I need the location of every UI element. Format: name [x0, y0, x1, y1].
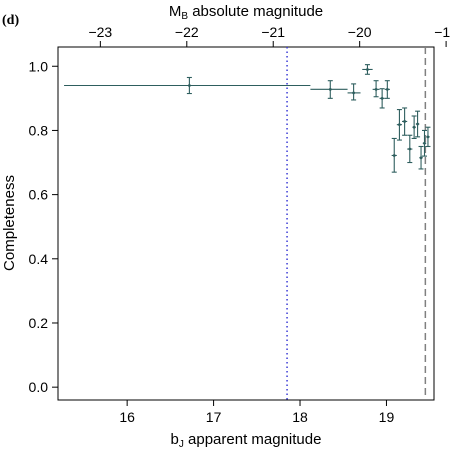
point-marker: [398, 123, 401, 127]
top-tick-label: −21: [261, 24, 285, 40]
data-point: [415, 110, 421, 138]
point-marker: [412, 125, 416, 129]
point-marker: [385, 87, 389, 91]
data-point: [425, 126, 431, 148]
point-marker: [416, 122, 419, 126]
data-point: [421, 129, 427, 157]
data-point: [384, 80, 390, 99]
point-marker: [423, 141, 426, 145]
data-point: [407, 134, 413, 164]
point-marker: [408, 147, 412, 151]
y-tick-label: 0.2: [29, 315, 49, 331]
data-point: [396, 109, 403, 141]
data-point: [310, 80, 348, 99]
data-points: [64, 64, 431, 173]
data-point: [391, 137, 397, 173]
x-tick-label: 19: [379, 409, 395, 425]
y-axis-title: Completeness: [1, 175, 18, 271]
x-axis-title: bJ apparent magnitude: [171, 431, 322, 450]
reference-lines: [286, 47, 427, 400]
data-point: [64, 76, 311, 95]
data-point: [418, 145, 424, 170]
panel-label: (d): [2, 13, 19, 28]
data-point: [411, 115, 417, 140]
point-marker: [328, 87, 332, 91]
point-marker: [392, 154, 396, 157]
y-tick-label: 0.6: [29, 187, 49, 203]
top-axis-title: MB absolute magnitude: [169, 3, 323, 22]
data-point: [379, 88, 385, 109]
data-point: [362, 64, 373, 75]
y-tick-label: 1.0: [29, 58, 49, 74]
point-marker: [403, 120, 407, 123]
left-axis: 0.0 0.2 0.4 0.6 0.8 1.0: [29, 58, 58, 395]
data-point: [402, 107, 408, 136]
point-marker: [366, 68, 369, 71]
top-tick-label: −19: [434, 24, 450, 40]
data-point: [347, 83, 361, 101]
x-tick-label: 17: [206, 409, 222, 425]
point-marker: [426, 135, 430, 139]
x-tick-label: 16: [119, 409, 135, 425]
point-marker: [352, 91, 356, 95]
y-tick-label: 0.0: [29, 379, 49, 395]
point-marker: [380, 96, 384, 100]
point-marker: [374, 87, 378, 91]
point-marker: [419, 156, 423, 160]
data-point: [372, 80, 380, 98]
top-tick-label: −22: [175, 24, 199, 40]
bottom-axis: 16 17 18 19: [119, 400, 394, 425]
point-marker: [187, 84, 191, 87]
x-tick-label: 18: [292, 409, 308, 425]
plot-frame: [57, 46, 435, 401]
top-tick-label: −23: [88, 24, 112, 40]
y-tick-label: 0.8: [29, 122, 49, 138]
top-axis: −23 −22 −21 −20 −19: [88, 24, 450, 47]
top-tick-label: −20: [348, 24, 372, 40]
y-tick-label: 0.4: [29, 251, 49, 267]
